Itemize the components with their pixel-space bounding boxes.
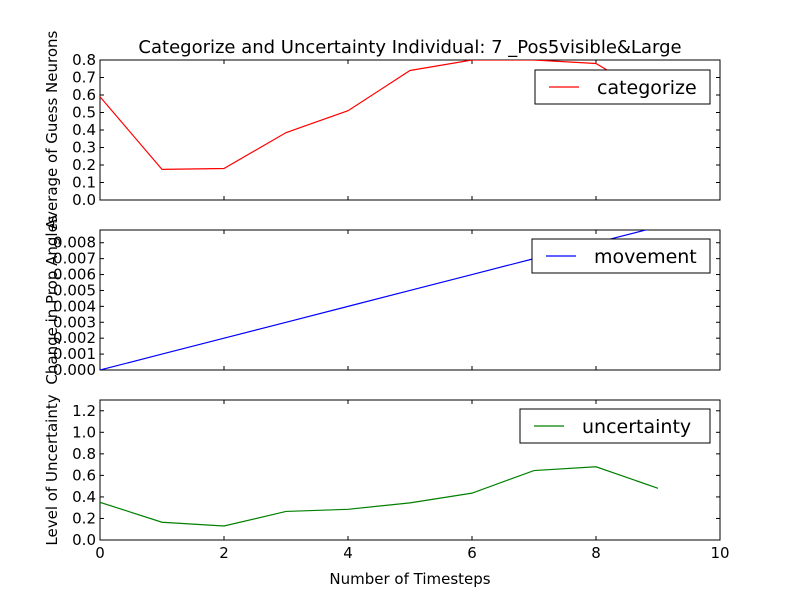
y-tick-label: 0.007	[53, 250, 96, 268]
legend-label: uncertainty	[582, 416, 691, 438]
y-tick-label: 0.0	[72, 191, 96, 209]
y-tick-label: 0.4	[72, 121, 96, 139]
y-tick-label: 0.6	[72, 466, 96, 484]
y-tick-label: 0.005	[53, 281, 96, 299]
legend-box	[534, 69, 711, 105]
subplot-1: 0.00.10.20.30.40.50.60.70.8 categorize Ave…	[43, 30, 721, 229]
y-tick-label: 0.5	[72, 104, 96, 122]
y-axis-label: Average of Guess Neurons	[43, 30, 61, 229]
y-tick-label: 0.6	[72, 86, 96, 104]
x-tick-label: 2	[219, 544, 229, 562]
chart-title: Categorize and Uncertainty Individual: 7…	[138, 37, 681, 58]
y-tick-label: 0.8	[72, 445, 96, 463]
legend: movement	[531, 238, 711, 274]
y-axis-label: Change in Prop Angles	[43, 215, 61, 384]
y-tick-label: 1.0	[72, 423, 96, 441]
y-axis-label: Level of Uncertainty	[43, 394, 61, 545]
x-tick-label: 0	[95, 544, 105, 562]
x-tick-label: 4	[343, 544, 353, 562]
series-line-uncertainty	[100, 466, 659, 527]
y-tick-label: 0.006	[53, 266, 96, 284]
y-tick-label: 0.4	[72, 488, 96, 506]
y-tick-label: 0.000	[53, 361, 96, 379]
y-tick-label: 0.004	[53, 297, 96, 315]
y-tick-label: 0.7	[72, 69, 96, 87]
y-tick-label: 1.2	[72, 402, 96, 420]
x-tick-label: 6	[467, 544, 477, 562]
series-line-categorize	[100, 60, 659, 170]
legend: categorize	[534, 69, 711, 105]
y-tick-label: 0.002	[53, 329, 96, 347]
legend: uncertainty	[519, 408, 711, 444]
y-tick-label: 0.0	[72, 531, 96, 549]
x-tick-label: 8	[591, 544, 601, 562]
y-tick-label: 0.008	[53, 234, 96, 252]
y-tick-label: 0.001	[53, 345, 96, 363]
y-tick-label: 0.1	[72, 174, 96, 192]
y-tick-label: 0.3	[72, 139, 96, 157]
y-tick-label: 0.003	[53, 313, 96, 331]
y-tick-label: 0.2	[72, 509, 96, 527]
legend-label: movement	[594, 246, 697, 268]
subplot-2: 0.0000.0010.0020.0030.0040.0050.0060.007…	[43, 215, 721, 385]
y-tick-label: 0.2	[72, 156, 96, 174]
y-tick-label: 0.8	[72, 51, 96, 69]
x-tick-label: 10	[710, 544, 729, 562]
subplot-3: 0.0 0.2 0.4 0.6 0.8 1.0 1.2 0 2 4 6 8 10 uncertainty L…	[43, 394, 730, 588]
legend-label: categorize	[597, 77, 697, 99]
x-axis-label: Number of Timesteps	[329, 570, 490, 588]
